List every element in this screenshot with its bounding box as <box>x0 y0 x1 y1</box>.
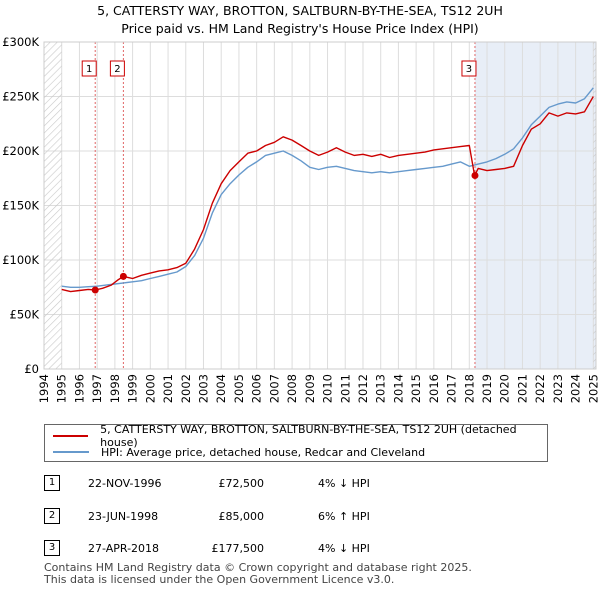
y-tick-label: £100K <box>2 253 39 267</box>
legend-line-hpi <box>53 451 89 453</box>
transaction-date: 22-NOV-1996 <box>88 477 162 490</box>
transaction-hpi-diff: 6% ↑ HPI <box>318 510 370 523</box>
x-tick-label: 2005 <box>232 374 246 403</box>
x-tick-label: 2021 <box>515 374 529 403</box>
x-tick-label: 2004 <box>214 374 228 403</box>
x-tick-label: 2017 <box>445 374 459 403</box>
chart-legend: 5, CATTERSTY WAY, BROTTON, SALTBURN-BY-T… <box>44 423 548 462</box>
transaction-price: £72,500 <box>218 477 265 490</box>
sale-marker-label: 1 <box>86 64 92 75</box>
chart-subtitle: Price paid vs. HM Land Registry's House … <box>121 21 479 36</box>
price-chart: 1 2 3 £0 £50K £100K £150K £200K £250K £300K 1994 19… <box>2 35 600 403</box>
y-tick-label: £200K <box>2 144 39 158</box>
x-tick-label: 2006 <box>250 374 264 403</box>
x-tick-label: 2000 <box>143 374 157 403</box>
x-tick-label: 2015 <box>409 374 423 403</box>
y-tick-label: £300K <box>2 35 39 49</box>
x-tick-label: 2019 <box>480 374 494 403</box>
sale-marker-box <box>109 60 125 77</box>
hatch-end <box>593 42 596 369</box>
transaction-hpi-diff: 4% ↓ HPI <box>318 477 370 490</box>
sale-marker-box <box>81 60 97 77</box>
x-tick-label: 2013 <box>374 374 388 403</box>
x-tick-label: 2002 <box>179 374 193 403</box>
x-tick-label: 2022 <box>533 374 547 403</box>
legend-item-hpi: HPI: Average price, detached house, Redc… <box>53 444 425 460</box>
x-tick-label: 2010 <box>321 374 335 403</box>
x-tick-label: 2009 <box>303 374 317 403</box>
legend-label-hpi: HPI: Average price, detached house, Redc… <box>101 445 426 459</box>
hatch-start <box>44 42 62 369</box>
price-paid-line <box>61 96 594 293</box>
sale-marker-box <box>461 60 477 77</box>
x-tick-label: 2014 <box>391 374 405 403</box>
x-tick-label: 1999 <box>126 374 140 403</box>
sale-marker-label: 3 <box>466 64 472 75</box>
x-tick-label: 2001 <box>161 374 175 403</box>
transaction-number: 3 <box>44 540 60 556</box>
x-tick-label: 1995 <box>55 374 69 403</box>
transaction-price: £85,000 <box>218 510 265 523</box>
sale-point <box>119 272 127 280</box>
footer-licence: This data is licensed under the Open Gov… <box>44 573 395 586</box>
transaction-row: 3 27-APR-2018 £177,500 4% ↓ HPI <box>0 539 600 559</box>
transaction-price: £177,500 <box>211 542 265 555</box>
transaction-row: 1 22-NOV-1996 £72,500 4% ↓ HPI <box>0 474 600 494</box>
plot-border <box>43 41 597 370</box>
transaction-number: 2 <box>44 508 60 524</box>
x-tick-label: 2023 <box>551 374 565 403</box>
hpi-line <box>61 87 594 288</box>
y-tick-label: £150K <box>2 199 39 213</box>
sale-point <box>91 286 99 294</box>
x-tick-label: 2003 <box>196 374 210 403</box>
legend-line-price-paid <box>53 435 89 437</box>
x-tick-label: 1994 <box>37 374 51 403</box>
legend-label-price-paid: 5, CATTERSTY WAY, BROTTON, SALTBURN-BY-T… <box>100 423 517 449</box>
footer-copyright: Contains HM Land Registry data © Crown c… <box>44 561 472 574</box>
x-tick-label: 1996 <box>72 374 86 403</box>
x-tick-label: 2020 <box>498 374 512 403</box>
y-tick-label: £250K <box>2 90 39 104</box>
x-tick-label: 2007 <box>267 374 281 403</box>
sale-point <box>471 172 479 180</box>
chart-title-address: 5, CATTERSTY WAY, BROTTON, SALTBURN-BY-T… <box>97 3 503 18</box>
x-tick-label: 2016 <box>427 374 441 403</box>
transaction-number: 1 <box>44 475 60 491</box>
x-tick-label: 2012 <box>356 374 370 403</box>
legend-item-price-paid: 5, CATTERSTY WAY, BROTTON, SALTBURN-BY-T… <box>53 423 547 449</box>
x-tick-label: 2018 <box>462 374 476 403</box>
transaction-hpi-diff: 4% ↓ HPI <box>318 542 370 555</box>
transaction-row: 2 23-JUN-1998 £85,000 6% ↑ HPI <box>0 507 600 527</box>
transaction-date: 27-APR-2018 <box>88 542 160 555</box>
x-tick-label: 2011 <box>338 374 352 403</box>
x-tick-label: 1997 <box>90 374 104 403</box>
y-tick-label: £0 <box>24 362 39 376</box>
x-tick-label: 2024 <box>569 374 583 403</box>
transaction-date: 23-JUN-1998 <box>88 510 159 523</box>
x-tick-label: 1998 <box>108 374 122 403</box>
sale-marker-label: 2 <box>114 64 120 75</box>
y-tick-label: £50K <box>10 308 40 322</box>
x-tick-label: 2008 <box>285 374 299 403</box>
x-tick-label: 2025 <box>586 374 600 403</box>
